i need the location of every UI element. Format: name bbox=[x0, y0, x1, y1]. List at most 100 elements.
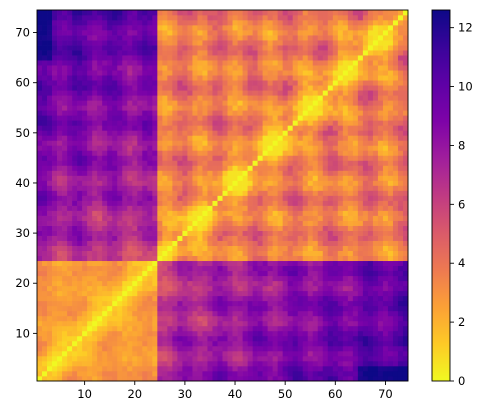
heatmap-cell bbox=[87, 105, 93, 111]
heatmap-cell bbox=[247, 105, 253, 111]
heatmap-cell bbox=[317, 205, 324, 211]
heatmap-cell bbox=[87, 230, 93, 236]
heatmap-cell bbox=[237, 275, 243, 282]
heatmap-cell bbox=[392, 110, 399, 116]
heatmap-cell bbox=[67, 230, 73, 236]
heatmap-cell bbox=[182, 260, 188, 267]
heatmap-cell bbox=[222, 175, 228, 181]
heatmap-cell bbox=[127, 320, 133, 327]
heatmap-cell bbox=[192, 225, 198, 231]
heatmap-cell bbox=[132, 50, 138, 56]
heatmap-cell bbox=[67, 180, 73, 186]
heatmap-cell bbox=[237, 120, 243, 126]
heatmap-cell bbox=[42, 305, 48, 312]
heatmap-cell bbox=[147, 310, 153, 317]
heatmap-cell bbox=[72, 210, 78, 216]
heatmap-cell bbox=[142, 360, 148, 367]
heatmap-cell bbox=[267, 115, 273, 121]
heatmap-cell bbox=[377, 55, 384, 61]
heatmap-cell bbox=[202, 190, 208, 196]
heatmap-cell bbox=[347, 225, 354, 231]
heatmap-cell bbox=[267, 320, 273, 327]
heatmap-cell bbox=[222, 370, 228, 377]
heatmap-cell bbox=[222, 125, 228, 131]
heatmap-cell bbox=[177, 295, 183, 302]
heatmap-cell bbox=[327, 170, 334, 176]
heatmap-cell bbox=[87, 160, 93, 166]
heatmap-cell bbox=[247, 230, 253, 236]
heatmap-cell bbox=[247, 300, 253, 307]
heatmap-cell bbox=[347, 345, 354, 352]
heatmap-cell bbox=[97, 60, 103, 66]
heatmap-cell bbox=[197, 355, 203, 362]
heatmap-cell bbox=[127, 90, 133, 96]
heatmap-cell bbox=[127, 135, 133, 141]
heatmap-cell bbox=[177, 165, 183, 171]
heatmap-cell bbox=[82, 100, 88, 106]
heatmap-cell bbox=[242, 70, 248, 76]
heatmap-cell bbox=[42, 90, 48, 96]
heatmap-cell bbox=[182, 55, 188, 61]
heatmap-cell bbox=[47, 350, 53, 357]
heatmap-cell bbox=[212, 325, 218, 332]
heatmap-cell bbox=[352, 170, 359, 176]
heatmap-cell bbox=[387, 75, 394, 81]
heatmap-cell bbox=[377, 210, 384, 216]
heatmap-cell bbox=[72, 160, 78, 166]
heatmap-cell bbox=[137, 110, 143, 116]
heatmap-cell bbox=[262, 295, 268, 302]
heatmap-cell bbox=[102, 325, 108, 332]
heatmap-cell bbox=[227, 90, 233, 96]
heatmap-cell bbox=[127, 325, 133, 332]
heatmap-cell bbox=[57, 375, 63, 382]
heatmap-cell bbox=[182, 295, 188, 302]
heatmap-cell bbox=[342, 310, 349, 317]
heatmap-cell bbox=[107, 175, 113, 181]
heatmap-cell bbox=[382, 110, 389, 116]
heatmap-cell bbox=[62, 205, 68, 211]
heatmap-cell bbox=[257, 245, 263, 251]
heatmap-cell bbox=[267, 270, 273, 277]
heatmap-cell bbox=[272, 195, 278, 201]
heatmap-cell bbox=[262, 365, 268, 372]
heatmap-cell bbox=[187, 95, 193, 101]
heatmap-cell bbox=[162, 285, 168, 292]
heatmap-cell bbox=[247, 60, 253, 66]
heatmap-cell bbox=[197, 350, 203, 357]
heatmap-cell bbox=[112, 215, 118, 221]
heatmap-cell bbox=[292, 180, 299, 186]
heatmap-cell bbox=[82, 205, 88, 211]
heatmap-cell bbox=[397, 255, 404, 262]
heatmap-cell bbox=[67, 60, 73, 66]
heatmap-cell bbox=[147, 305, 153, 312]
heatmap-cell bbox=[297, 175, 304, 181]
heatmap-cell bbox=[397, 370, 404, 377]
heatmap-cell bbox=[127, 330, 133, 337]
heatmap-cell bbox=[117, 110, 123, 116]
heatmap-cell bbox=[347, 330, 354, 337]
heatmap-cell bbox=[107, 300, 113, 307]
heatmap-cell bbox=[372, 280, 379, 287]
heatmap-cell bbox=[342, 375, 349, 382]
heatmap-cell bbox=[252, 250, 258, 257]
heatmap-cell bbox=[217, 155, 223, 161]
heatmap-cell bbox=[372, 65, 379, 71]
heatmap-cell bbox=[147, 75, 153, 81]
heatmap-cell bbox=[342, 85, 349, 91]
heatmap-cell bbox=[312, 345, 319, 352]
heatmap-cell bbox=[382, 255, 389, 262]
heatmap-cell bbox=[332, 210, 339, 216]
heatmap-cell bbox=[357, 185, 364, 191]
heatmap-cell bbox=[42, 370, 48, 377]
heatmap-cell bbox=[387, 365, 394, 372]
heatmap-cell bbox=[282, 175, 289, 181]
heatmap-cell bbox=[307, 355, 314, 362]
heatmap-cell bbox=[82, 210, 88, 216]
heatmap-cell bbox=[312, 75, 319, 81]
heatmap-cell bbox=[382, 205, 389, 211]
heatmap-cell bbox=[207, 210, 213, 216]
heatmap-cell bbox=[347, 245, 354, 251]
heatmap-cell bbox=[232, 155, 238, 161]
heatmap-cell bbox=[357, 85, 364, 91]
heatmap-cell bbox=[117, 145, 123, 151]
